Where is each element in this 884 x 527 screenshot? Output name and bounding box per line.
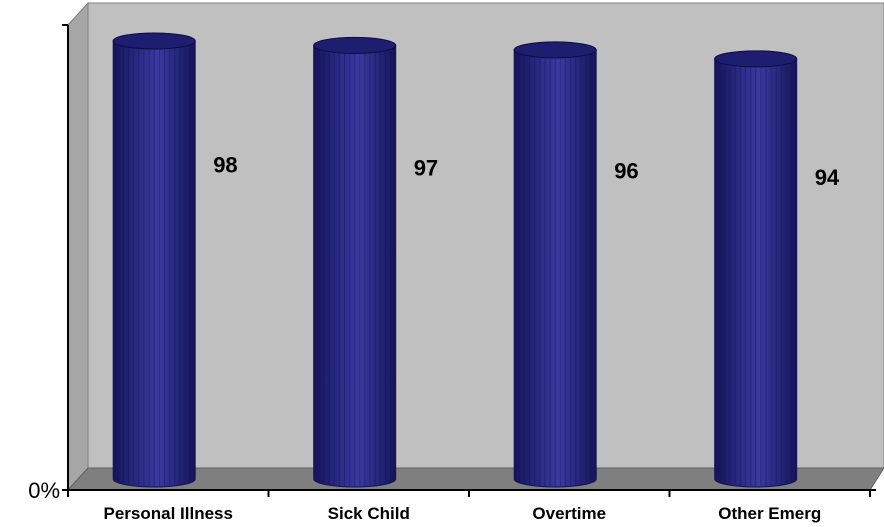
y-tick-label: 0% xyxy=(28,478,60,503)
x-tick-label: Other Emerg xyxy=(718,504,821,523)
bar-top xyxy=(513,41,597,59)
bar xyxy=(112,40,196,488)
side-wall xyxy=(67,1,89,492)
data-label: 98 xyxy=(213,152,237,177)
data-label: 94 xyxy=(815,165,840,190)
x-tick-label: Personal Illness xyxy=(104,504,233,523)
x-tick-label: Sick Child xyxy=(328,504,410,523)
bar xyxy=(313,44,397,488)
bar-top xyxy=(112,32,196,50)
x-tick-label: Overtime xyxy=(532,504,606,523)
bar-top xyxy=(714,50,798,68)
bar-top xyxy=(313,36,397,54)
data-label: 97 xyxy=(414,155,438,180)
data-label: 96 xyxy=(614,159,638,184)
bar xyxy=(513,49,597,488)
bar xyxy=(714,58,798,488)
